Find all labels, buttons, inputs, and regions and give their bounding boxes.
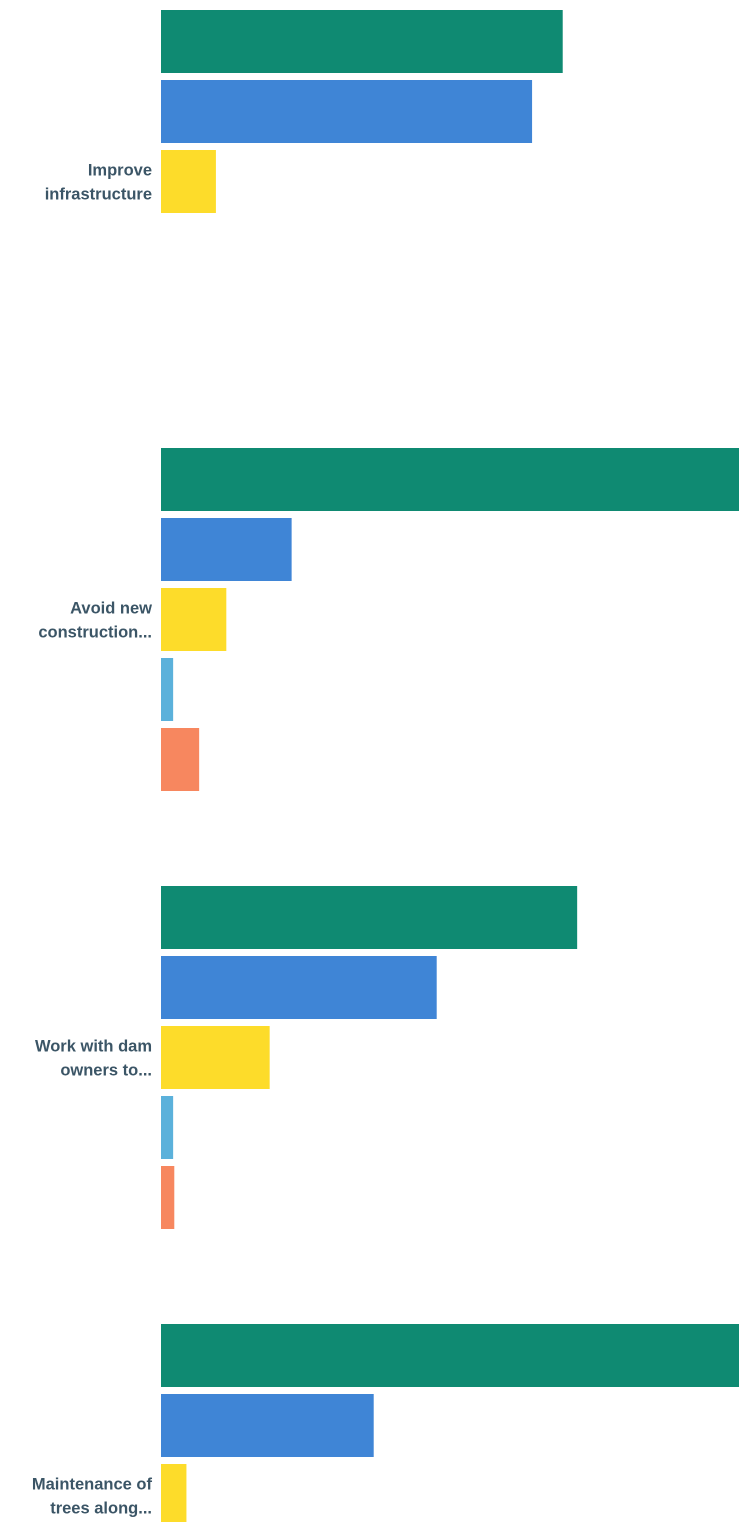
category-label-4-line-1: Maintenance of: [32, 1476, 153, 1494]
bar-group-3-series-4: [161, 1096, 174, 1159]
category-label-3-line-1: Work with dam: [35, 1038, 152, 1056]
category-label-1-line-2: infrastructure: [45, 186, 152, 204]
bar-group-2-series-5: [161, 728, 200, 791]
bar-group-1-series-2: [161, 80, 533, 143]
category-label-1: Improve infrastructure: [45, 162, 152, 204]
category-label-3: Work with dam owners to...: [35, 1038, 152, 1080]
bar-group-1-series-3: [161, 150, 216, 213]
category-label-2-line-1: Avoid new: [70, 600, 152, 618]
category-label-1-line-1: Improve: [88, 162, 152, 180]
bar-group-2-series-1: [161, 448, 739, 511]
bar-group-2-series-4: [161, 658, 174, 721]
bar-group-1-series-1: [161, 10, 563, 73]
category-label-2-line-2: construction...: [38, 624, 152, 642]
bar-group-3-series-5: [161, 1166, 175, 1229]
bar-group-3-series-1: [161, 886, 578, 949]
bar-group-2-series-2: [161, 518, 292, 581]
bar-group-4-series-1: [161, 1324, 739, 1387]
category-label-2: Avoid new construction...: [38, 600, 152, 642]
bar-group-2-series-3: [161, 588, 227, 651]
bar-group-3-series-2: [161, 956, 437, 1019]
category-labels-layer: Improve infrastructure Avoid new constructi…: [32, 162, 153, 1518]
category-label-4-line-2: trees along...: [50, 1500, 152, 1518]
bar-group-4-series-2: [161, 1394, 374, 1457]
bars-layer: [161, 10, 739, 1522]
category-label-4: Maintenance of trees along...: [32, 1476, 153, 1518]
bar-group-4-series-3: [161, 1464, 187, 1522]
category-label-3-line-2: owners to...: [60, 1062, 152, 1080]
bar-group-3-series-3: [161, 1026, 270, 1089]
